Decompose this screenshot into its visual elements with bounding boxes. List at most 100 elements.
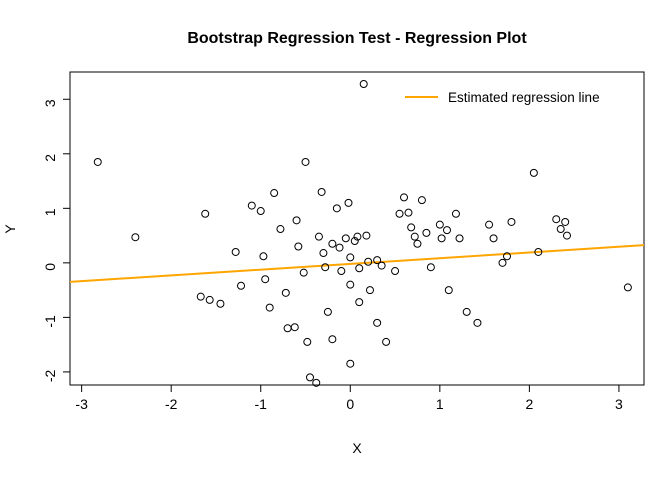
- data-point: [489, 234, 498, 243]
- data-point: [373, 318, 382, 327]
- data-point: [377, 261, 386, 270]
- data-point: [196, 292, 205, 301]
- regression-line: [69, 244, 645, 283]
- data-point: [353, 232, 362, 241]
- data-point: [451, 209, 460, 218]
- data-point: [422, 228, 431, 237]
- data-point: [435, 220, 444, 229]
- data-point: [400, 193, 409, 202]
- data-point: [276, 225, 285, 234]
- x-tick-label: 1: [436, 396, 444, 412]
- data-point: [231, 247, 240, 256]
- data-point: [312, 378, 321, 387]
- data-point: [344, 198, 353, 207]
- data-point: [332, 204, 341, 213]
- x-tick-label: -2: [165, 396, 178, 412]
- data-point: [355, 298, 364, 307]
- data-point: [556, 225, 565, 234]
- data-point: [417, 196, 426, 205]
- data-point: [485, 220, 494, 229]
- y-axis-title: Y: [2, 224, 18, 234]
- legend-line-sample: [405, 96, 438, 98]
- data-point: [355, 264, 364, 273]
- data-point: [303, 337, 312, 346]
- data-point: [507, 217, 516, 226]
- x-tick-label: 3: [615, 396, 623, 412]
- data-point: [259, 252, 268, 261]
- data-point: [265, 303, 274, 312]
- y-tick-label: 3: [42, 99, 58, 107]
- data-point: [404, 208, 413, 217]
- data-point: [437, 234, 446, 243]
- data-point: [561, 217, 570, 226]
- data-point: [462, 307, 471, 316]
- data-point: [623, 283, 632, 292]
- data-point: [341, 234, 350, 243]
- data-point: [270, 189, 279, 198]
- data-point: [442, 226, 451, 235]
- data-point: [292, 216, 301, 225]
- data-point: [93, 157, 102, 166]
- data-point: [131, 233, 140, 242]
- x-tick-label: -1: [255, 396, 268, 412]
- data-point: [552, 215, 561, 224]
- data-point: [201, 209, 210, 218]
- y-tick-label: 2: [42, 154, 58, 162]
- legend-label: Estimated regression line: [448, 89, 600, 105]
- data-point: [247, 201, 256, 210]
- data-point: [346, 253, 355, 262]
- data-point: [319, 249, 328, 258]
- data-point: [323, 307, 332, 316]
- data-point: [362, 231, 371, 240]
- data-point: [283, 324, 292, 333]
- data-point: [364, 257, 373, 266]
- data-point: [365, 286, 374, 295]
- data-point: [335, 243, 344, 252]
- data-point: [256, 207, 265, 216]
- y-tick-label: 1: [42, 208, 58, 216]
- data-point: [444, 286, 453, 295]
- data-point: [337, 267, 346, 276]
- data-point: [321, 263, 330, 272]
- data-point: [290, 323, 299, 332]
- x-tick-label: -3: [75, 396, 88, 412]
- data-point: [455, 234, 464, 243]
- data-point: [359, 79, 368, 88]
- data-point: [373, 256, 382, 265]
- data-point: [391, 267, 400, 276]
- data-point: [216, 299, 225, 308]
- data-point: [407, 223, 416, 232]
- data-point: [346, 359, 355, 368]
- data-point: [410, 232, 419, 241]
- data-point: [294, 242, 303, 251]
- data-point: [346, 280, 355, 289]
- data-point: [205, 295, 214, 304]
- data-point: [473, 318, 482, 327]
- x-tick-label: 2: [525, 396, 533, 412]
- data-point: [395, 209, 404, 218]
- chart-title: Bootstrap Regression Test - Regression P…: [187, 30, 527, 47]
- x-axis-title: X: [352, 440, 362, 456]
- data-point: [502, 252, 511, 261]
- legend: Estimated regression line: [405, 88, 600, 106]
- data-point: [413, 239, 422, 248]
- data-point: [426, 263, 435, 272]
- data-point: [534, 247, 543, 256]
- data-point: [305, 373, 314, 382]
- y-tick-label: -2: [42, 369, 58, 382]
- data-point: [328, 335, 337, 344]
- data-point: [562, 231, 571, 240]
- data-point: [281, 288, 290, 297]
- data-point: [237, 281, 246, 290]
- x-tick-label: 0: [346, 396, 354, 412]
- plot-box: [69, 71, 645, 386]
- y-tick-label: 0: [42, 263, 58, 271]
- data-point: [382, 337, 391, 346]
- data-point: [261, 275, 270, 284]
- data-point: [328, 239, 337, 248]
- data-point: [301, 157, 310, 166]
- y-tick-label: -1: [42, 315, 58, 328]
- data-point: [498, 258, 507, 267]
